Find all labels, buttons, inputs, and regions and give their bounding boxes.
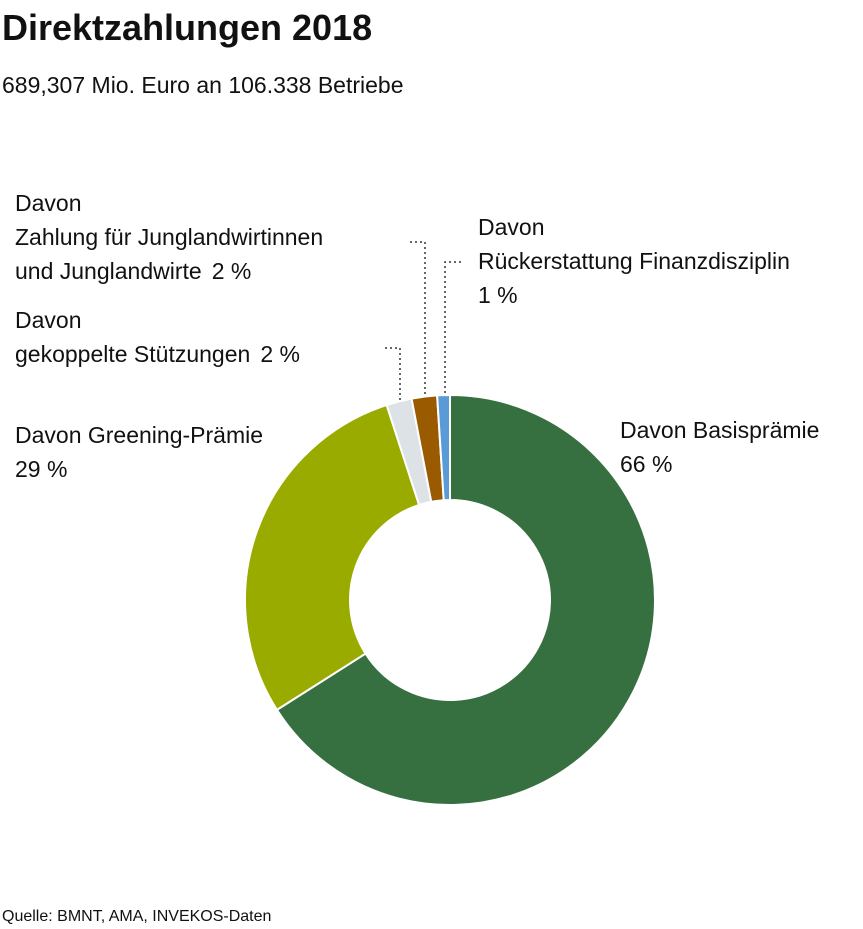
category-label: Zahlung für Junglandwirtinnen — [15, 224, 323, 250]
category-label: Davon Greening-Prämie — [15, 422, 263, 448]
category-label: Davon Basisprämie — [620, 417, 819, 443]
source: Quelle: BMNT, AMA, INVEKOS-Daten — [2, 908, 271, 925]
donut-segment — [244, 403, 421, 712]
chart-title: Direktzahlungen 2018 — [2, 7, 372, 48]
chart-subtitle: 689,307 Mio. Euro an 106.338 Betriebe — [2, 72, 404, 98]
leader-line — [385, 347, 401, 404]
category-label: Davon — [15, 190, 81, 216]
value-label: 2 % — [260, 341, 300, 367]
category-label: Davon — [478, 214, 544, 240]
value-label: 2 % — [212, 258, 252, 284]
category-label: und Junglandwirte — [15, 258, 202, 284]
value-label: 66 % — [620, 451, 672, 477]
donut-segment — [275, 393, 656, 806]
leader-line — [444, 261, 461, 396]
category-label: Davon — [15, 307, 81, 333]
category-label: gekoppelte Stützungen — [15, 341, 250, 367]
donut-segment — [436, 393, 451, 502]
value-label: 1 % — [478, 282, 518, 308]
category-label: Rückerstattung Finanzdisziplin — [478, 248, 790, 274]
value-label: 29 % — [15, 456, 67, 482]
leader-line — [410, 241, 426, 398]
